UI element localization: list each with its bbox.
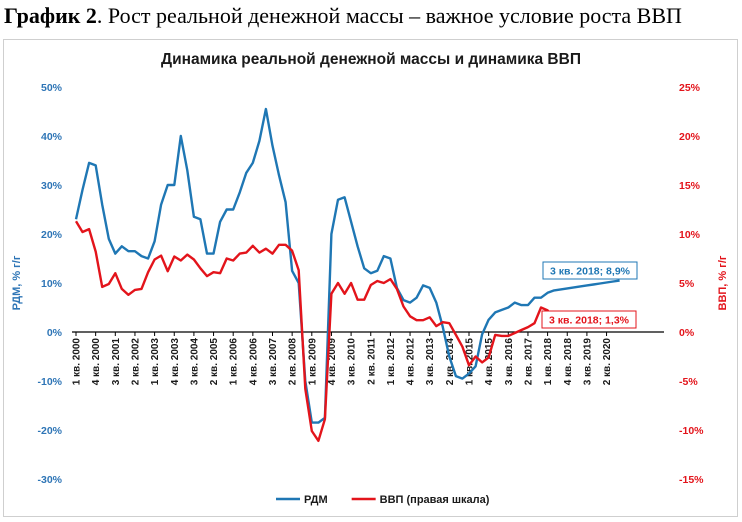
left-tick-label: -30% [37, 474, 62, 486]
annotation-box [542, 261, 638, 280]
x-tick-label: 3 кв. 2016 [504, 338, 515, 386]
x-tick-label: 3 кв. 2019 [582, 338, 593, 386]
left-tick-label: 40% [41, 131, 63, 143]
right-tick-label: 10% [679, 229, 701, 241]
figure-caption: График 2. Рост реальной денежной массы –… [4, 3, 682, 29]
left-tick-label: 0% [47, 327, 63, 339]
x-tick-label: 4 кв. 2009 [327, 338, 338, 386]
label-layer: 3 кв. 2018; 8,9% 3 кв. 2018; 1,3% [541, 261, 638, 329]
left-tick-label: -10% [37, 376, 62, 388]
x-tick-label: 3 кв. 2001 [111, 338, 122, 386]
series-layer [74, 107, 620, 442]
left-tick-label: -20% [37, 425, 62, 437]
series-line-1 [74, 220, 575, 442]
x-tick-label: 2 кв. 2011 [366, 338, 377, 385]
right-tick-label: 20% [679, 131, 701, 143]
right-tick-label: 25% [679, 82, 701, 94]
legend-label: РДМ [304, 494, 328, 506]
x-tick-label: 4 кв. 2015 [484, 338, 495, 386]
x-tick-label: 4 кв. 2018 [563, 338, 574, 386]
x-tick-label: 2 кв. 2005 [209, 338, 220, 386]
x-tick-label: 3 кв. 2013 [425, 338, 436, 386]
x-tick-label: 4 кв. 2003 [170, 338, 181, 386]
right-tick-label: 15% [679, 180, 701, 192]
x-tick-label: 1 кв. 2015 [465, 338, 476, 386]
annotation-label: 3 кв. 2018; 1,3% [549, 315, 630, 327]
right-tick-label: -10% [679, 425, 704, 437]
left-tick-label: 10% [41, 278, 63, 290]
series-line-0 [74, 107, 620, 424]
x-tick-label: 3 кв. 2004 [189, 338, 200, 386]
x-tick-label: 1 кв. 2012 [386, 338, 397, 386]
x-tick-label: 4 кв. 2006 [248, 338, 259, 386]
x-tick-label: 4 кв. 2012 [406, 338, 417, 386]
left-tick-label: 50% [41, 82, 63, 94]
x-tick-label: 1 кв. 2018 [543, 338, 554, 386]
x-tick-label: 2 кв. 2002 [130, 338, 141, 386]
right-tick-label: 0% [679, 327, 695, 339]
y-axis-left-title: РДМ, % г/г [11, 255, 23, 310]
left-tick-label: 20% [41, 229, 63, 241]
right-tick-label: -15% [679, 474, 704, 486]
annotation-label: 3 кв. 2018; 8,9% [550, 266, 631, 278]
x-tick-label: 2 кв. 2008 [288, 338, 299, 386]
x-tick-label: 3 кв. 2010 [347, 338, 358, 386]
x-tick-label: 2 кв. 2017 [523, 338, 534, 386]
x-tick-label: 1 кв. 2000 [72, 338, 83, 386]
right-tick-label: 5% [679, 278, 695, 290]
axes-layer: 50% 25% 40% 20% 30% 15% 20% 10% 10% 5% 0% 0% -10% -5%… [11, 82, 729, 486]
y-axis-right-title: ВВП, % г/г [717, 255, 729, 310]
x-tick-label: 1 кв. 2009 [307, 338, 318, 386]
x-tick-label: 3 кв. 2007 [268, 338, 279, 386]
x-tick-label: 1 кв. 2006 [229, 338, 240, 386]
chart-title: Динамика реальной денежной массы и динам… [161, 51, 581, 68]
figure-caption-text: . Рост реальной денежной массы – важное … [96, 3, 682, 28]
legend: РДМ ВВП (правая шкала) [276, 494, 490, 506]
figure-caption-number: График 2 [4, 3, 97, 28]
x-tick-label: 2 кв. 2020 [602, 338, 613, 386]
left-tick-label: 30% [41, 180, 63, 192]
x-tick-label: 4 кв. 2000 [91, 338, 102, 386]
legend-label: ВВП (правая шкала) [380, 494, 490, 506]
right-tick-label: -5% [679, 376, 698, 388]
annotation-box [541, 310, 637, 329]
x-tick-label: 1 кв. 2003 [150, 338, 161, 386]
